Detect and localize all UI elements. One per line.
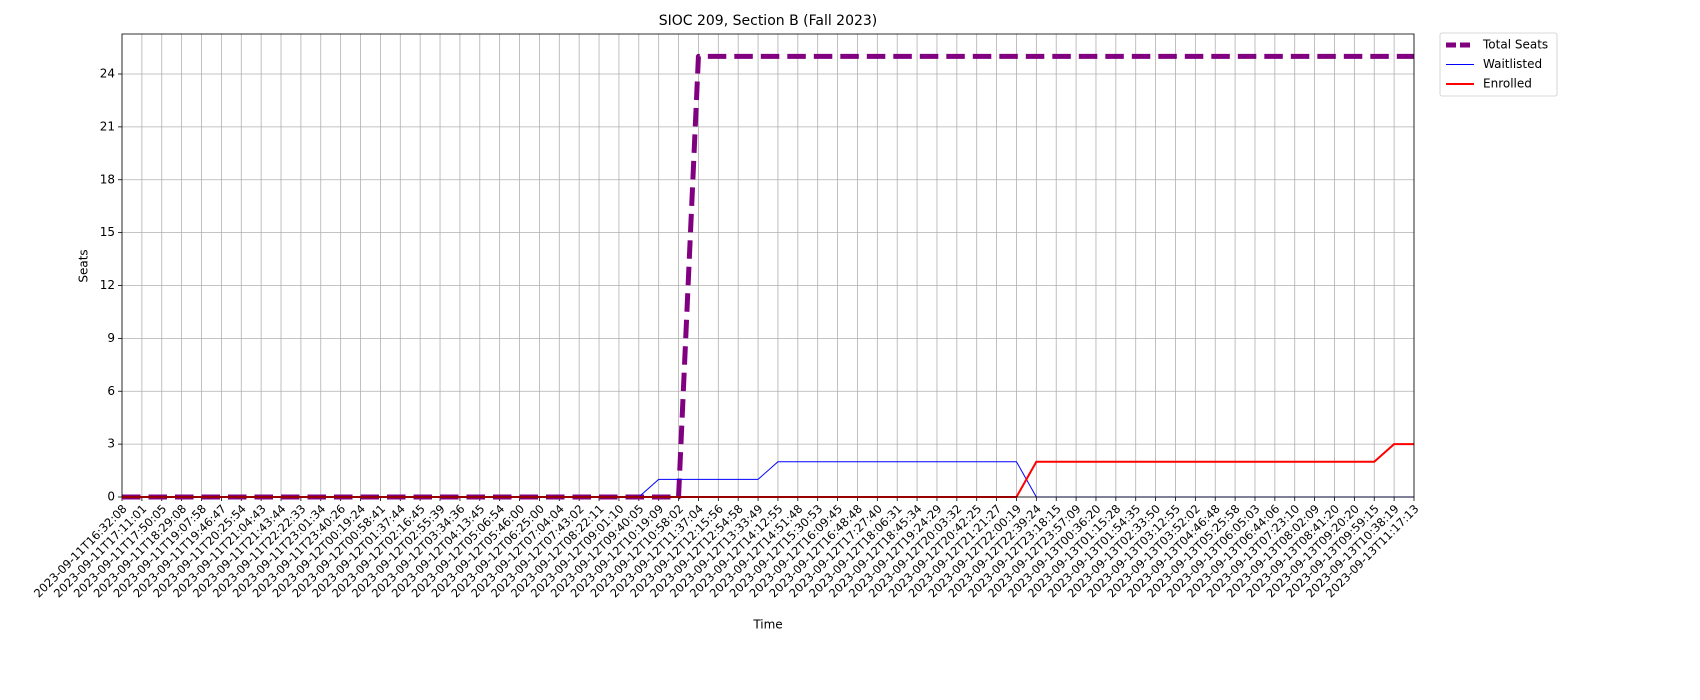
y-tick-label: 12 [100,278,115,292]
legend-frame [1439,32,1558,97]
legend: Total Seats Waitlisted Enrolled [1439,32,1558,97]
y-tick-label: 18 [100,172,115,186]
plot-frame [121,33,1415,498]
y-tick-label: 15 [100,225,115,239]
legend-label: Total Seats [1482,38,1548,52]
y-axis-label: Seats [77,249,91,282]
y-tick-label: 21 [100,119,115,133]
legend-label: Waitlisted [1483,57,1542,71]
x-axis-label: Time [752,618,782,632]
y-tick-label: 3 [107,437,115,451]
chart-title: SIOC 209, Section B (Fall 2023) [659,13,878,29]
y-tick-label: 0 [107,490,115,504]
y-tick-label: 6 [107,384,115,398]
y-tick-label: 24 [100,67,115,81]
y-tick-label: 9 [107,331,115,345]
legend-label: Enrolled [1483,77,1532,91]
